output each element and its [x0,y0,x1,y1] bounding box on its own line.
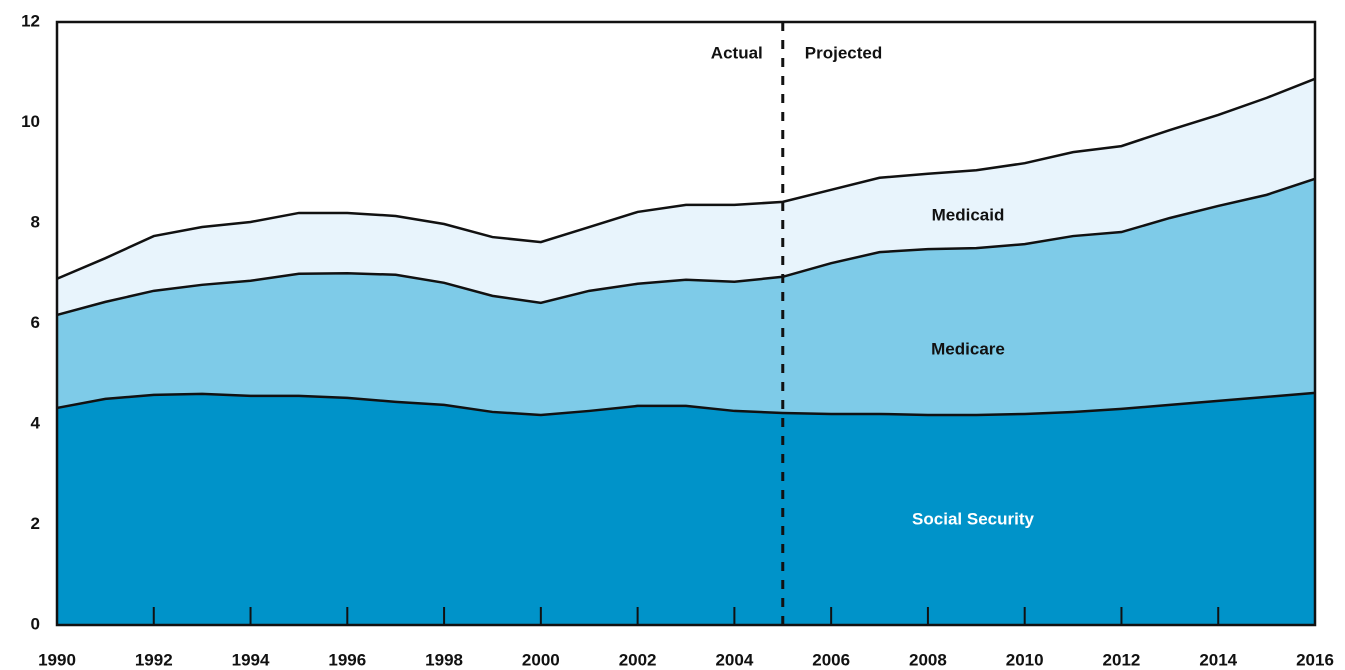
x-tick-label: 2000 [522,650,560,669]
x-tick-label: 2010 [1006,650,1044,669]
x-tick-label: 2012 [1103,650,1141,669]
area-edge [56,177,1316,317]
x-tick-label: 2014 [1199,650,1237,669]
area [57,392,1315,625]
x-tick-label: 1994 [232,650,270,669]
series-label: Medicare [931,339,1005,358]
area-edge [56,391,1316,417]
x-tick-label: 1992 [135,650,173,669]
x-tick-label: 2004 [715,650,753,669]
y-tick-label: 6 [31,313,40,332]
y-tick-label: 10 [21,112,40,131]
y-tick-label: 8 [31,212,40,231]
y-tick-label: 12 [21,11,40,30]
area [57,78,1315,315]
x-tick-label: 1996 [328,650,366,669]
annotation: Actual [711,43,763,62]
x-tick-label: 2006 [812,650,850,669]
y-tick-label: 4 [31,413,41,432]
area [57,178,1315,415]
area-edge [56,77,1316,280]
y-tick-label: 0 [31,614,40,633]
series-label: Social Security [912,509,1034,528]
y-tick-label: 2 [31,514,40,533]
x-tick-label: 1990 [38,650,76,669]
x-tick-label: 1998 [425,650,463,669]
series-label: Medicaid [932,205,1005,224]
x-tick-label: 2008 [909,650,947,669]
plot-border [55,20,1317,627]
annotation: Projected [805,43,882,62]
x-tick-label: 2002 [619,650,657,669]
x-tick-label: 2016 [1296,650,1334,669]
